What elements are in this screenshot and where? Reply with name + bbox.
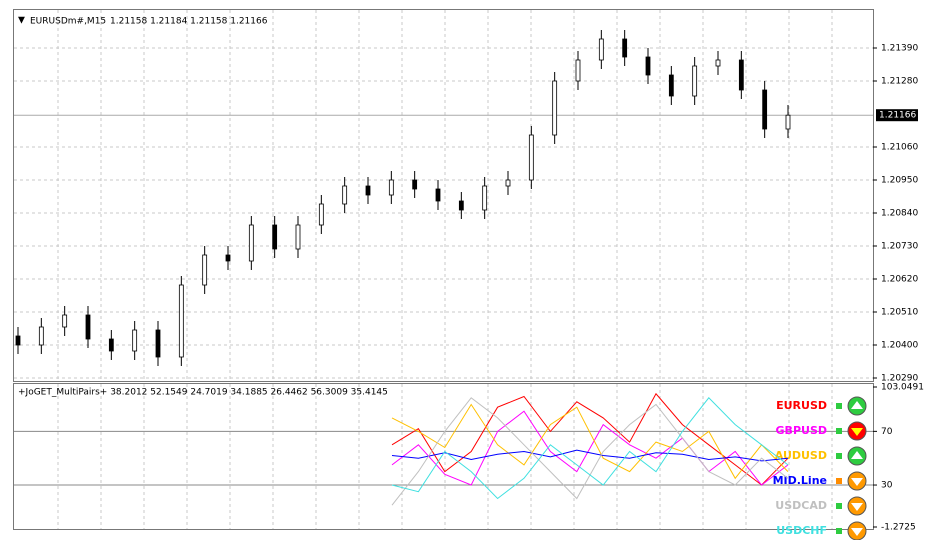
pair-swatch bbox=[836, 428, 842, 434]
candle-body bbox=[202, 254, 208, 286]
arrow-icon: ▼ bbox=[18, 16, 25, 26]
candle-body bbox=[108, 338, 114, 352]
candle-body bbox=[388, 179, 394, 196]
current-price-box bbox=[876, 109, 918, 122]
pair-label: MID.Line bbox=[773, 474, 827, 487]
candle-body bbox=[15, 335, 21, 346]
candle-body bbox=[762, 89, 768, 130]
candle-body bbox=[645, 56, 651, 76]
candle-body bbox=[738, 59, 744, 91]
y-tick-label: 1.21060 bbox=[881, 143, 918, 153]
candle-body bbox=[785, 114, 791, 130]
signal-arrow bbox=[851, 478, 863, 486]
candle-body bbox=[132, 329, 138, 352]
candle-body bbox=[668, 74, 674, 97]
pair-label: USDCHF bbox=[776, 524, 827, 537]
y-tick-label: 30 bbox=[881, 481, 893, 491]
candle-body bbox=[598, 38, 604, 61]
y-tick-label: 1.21390 bbox=[881, 44, 918, 54]
y-tick-label: 1.20730 bbox=[881, 242, 918, 252]
indicator-line bbox=[391, 403, 789, 480]
pair-swatch bbox=[836, 478, 842, 484]
candle-body bbox=[178, 284, 184, 358]
pair-swatch bbox=[836, 403, 842, 409]
signal-arrow bbox=[851, 503, 863, 511]
y-tick-label: 1.20950 bbox=[881, 176, 918, 186]
y-tick-label: 1.20510 bbox=[881, 308, 918, 318]
candle-body bbox=[272, 224, 278, 250]
candle-body bbox=[505, 179, 511, 187]
indicator-title: +JoGET_MultiPairs+ 38.2012 52.1549 24.70… bbox=[18, 388, 388, 398]
symbol-label: EURUSDm#,M15 bbox=[30, 17, 106, 27]
pair-label: AUDUSD bbox=[775, 449, 827, 462]
candle-body bbox=[692, 65, 698, 97]
pair-label: USDCAD bbox=[775, 499, 827, 512]
candle-body bbox=[155, 329, 161, 358]
y-tick-label: 1.21280 bbox=[881, 77, 918, 87]
y-tick-label: 1.20620 bbox=[881, 275, 918, 285]
candle-body bbox=[62, 314, 68, 328]
candle-body bbox=[528, 134, 534, 181]
candle-body bbox=[248, 224, 254, 262]
candle-body bbox=[458, 200, 464, 211]
candle-body bbox=[715, 59, 721, 67]
candle-body bbox=[38, 326, 44, 346]
pair-swatch bbox=[836, 453, 842, 459]
pair-swatch bbox=[836, 528, 842, 534]
y-tick-label: 1.20840 bbox=[881, 209, 918, 219]
signal-arrow bbox=[851, 528, 863, 536]
y-tick-label: 1.20400 bbox=[881, 341, 918, 351]
indicator-pane-frame bbox=[13, 383, 874, 530]
candle-body bbox=[318, 203, 324, 226]
candle-body bbox=[575, 59, 581, 82]
pair-label: GBPUSD bbox=[776, 424, 827, 437]
pair-swatch bbox=[836, 503, 842, 509]
candle-body bbox=[552, 80, 558, 136]
candle-body bbox=[295, 224, 301, 250]
indicator-line bbox=[391, 397, 789, 500]
candle-body bbox=[622, 38, 628, 58]
candle-body bbox=[412, 179, 418, 190]
y-tick-label: 103.0491 bbox=[881, 383, 924, 393]
signal-arrow bbox=[851, 451, 863, 459]
candle-body bbox=[85, 314, 91, 340]
y-tick-label: -1.2725 bbox=[881, 523, 916, 533]
ohlc-label: 1.21158 1.21184 1.21158 1.21166 bbox=[110, 17, 268, 27]
pair-label: EURUSD bbox=[776, 399, 827, 412]
signal-arrow bbox=[851, 401, 863, 409]
grid bbox=[57, 10, 833, 529]
indicator-line bbox=[391, 449, 789, 462]
candle-body bbox=[482, 185, 488, 211]
y-tick-label: 70 bbox=[881, 427, 893, 437]
candle-body bbox=[365, 185, 371, 196]
candle-body bbox=[435, 188, 441, 202]
signal-arrow bbox=[851, 428, 863, 436]
price-pane-frame bbox=[13, 9, 874, 382]
y-tick-label: 1.20290 bbox=[881, 374, 918, 384]
candle-body bbox=[225, 254, 231, 262]
current-price-label: 1.21166 bbox=[879, 111, 916, 121]
candle-body bbox=[342, 185, 348, 205]
indicator-line bbox=[391, 410, 789, 486]
